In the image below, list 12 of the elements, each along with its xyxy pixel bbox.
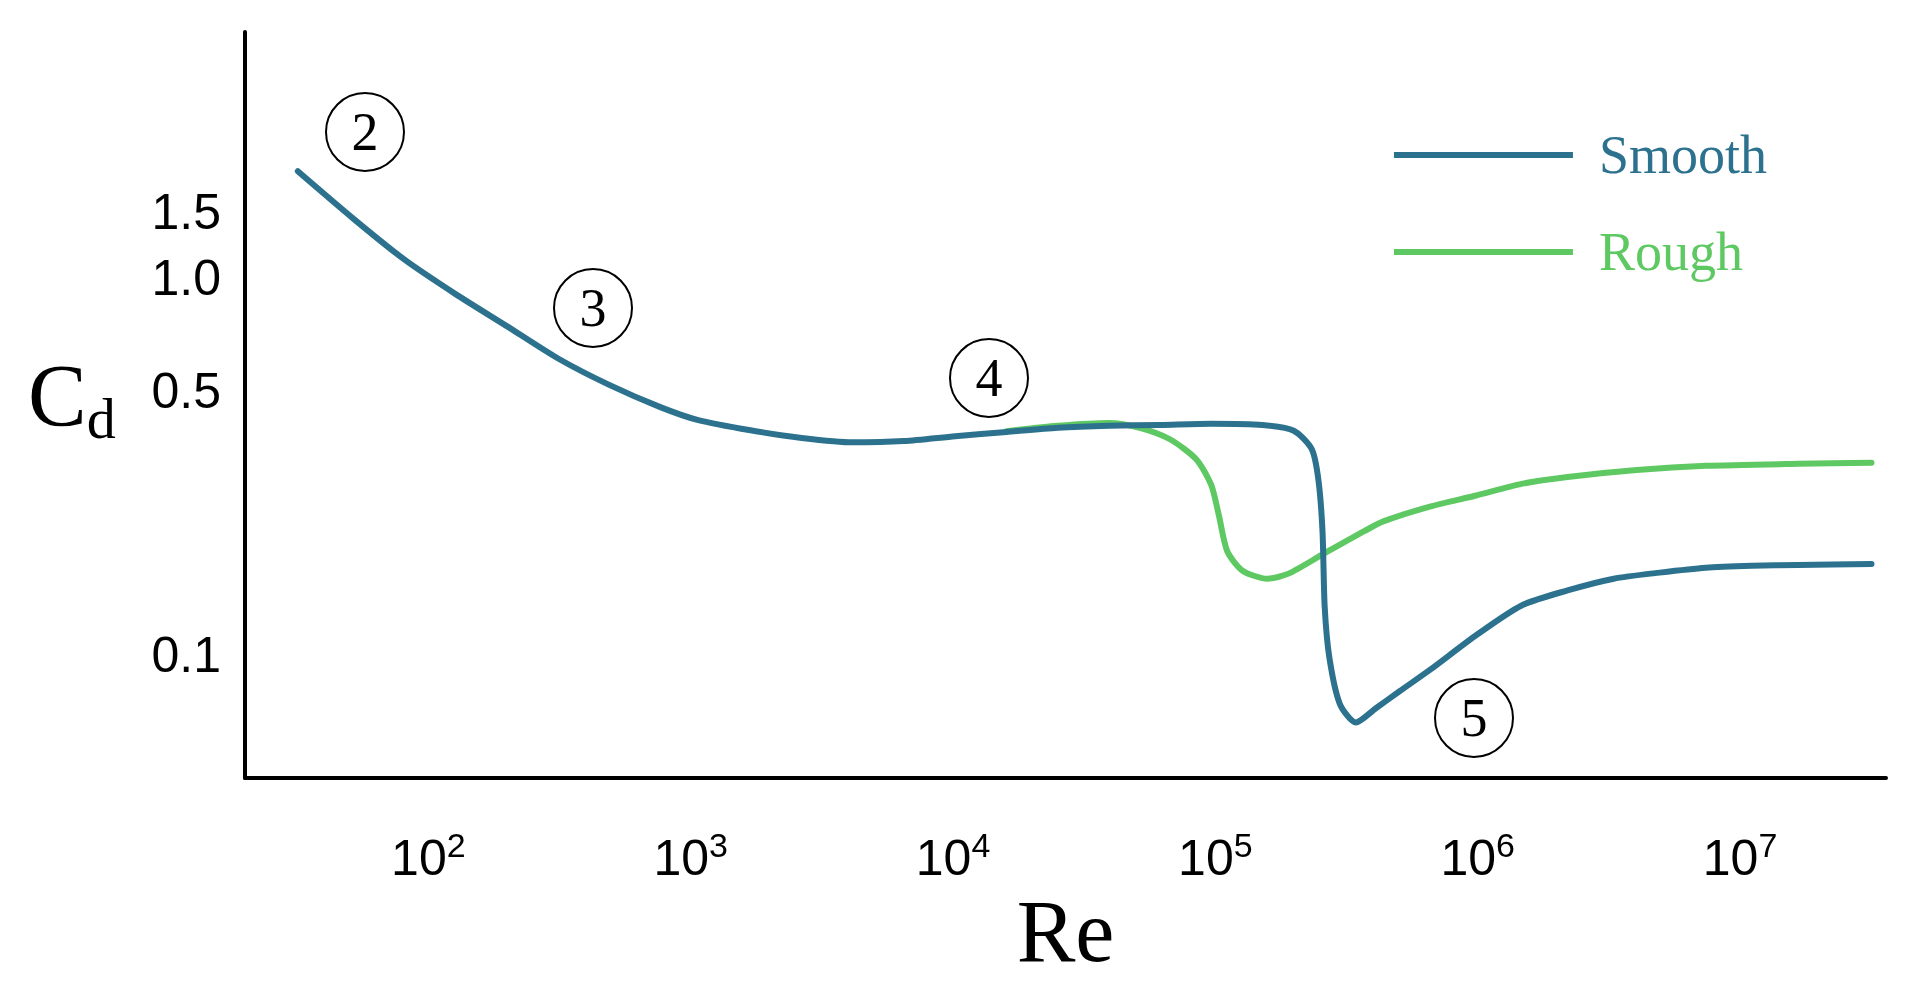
legend-label: Rough (1598, 222, 1743, 282)
y-tick-label: 0.1 (151, 626, 221, 683)
annotation: 5 (1460, 688, 1488, 748)
annotation: 2 (351, 102, 379, 162)
legend-label: Smooth (1598, 125, 1768, 185)
y-tick-label: 1.5 (151, 183, 221, 240)
y-tick-label: 1.0 (151, 249, 221, 306)
x-axis-title: Re (1016, 883, 1115, 981)
annotation: 3 (579, 278, 607, 338)
y-axis-title: C$_{d}$ (28, 347, 116, 451)
y-tick-label: 0.5 (151, 363, 221, 420)
annotation: 4 (975, 348, 1003, 408)
